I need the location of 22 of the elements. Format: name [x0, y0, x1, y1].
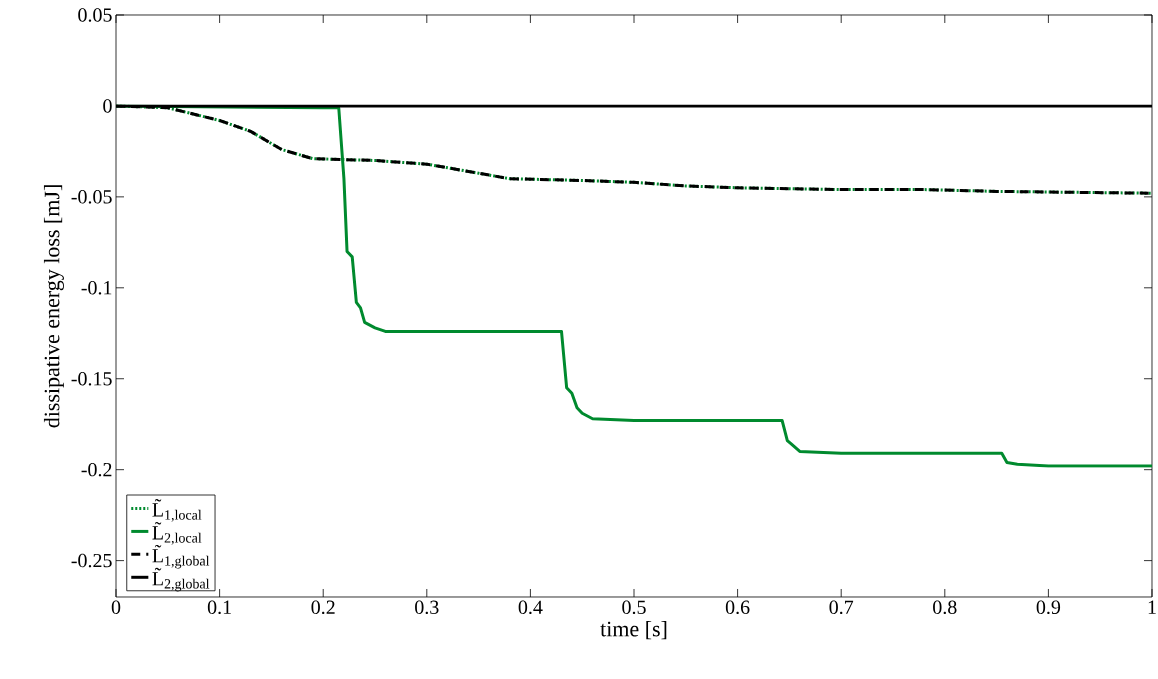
y-tick-label: -0.05	[71, 190, 112, 204]
y-tick-label: 0	[103, 99, 112, 113]
y-axis-title: dissipative energy loss [mJ]	[43, 185, 64, 428]
x-tick-label: 1	[1148, 600, 1156, 614]
x-tick-label: 0.2	[311, 600, 335, 615]
x-tick-label: 0.6	[725, 600, 750, 615]
y-tick-label: -0.2	[81, 462, 112, 477]
x-tick-label: 0.8	[933, 600, 957, 615]
x-tick-label: 0.1	[207, 600, 231, 615]
legend-label: L̃$_{1,local}$	[152, 499, 202, 522]
y-tick-label: -0.25	[71, 553, 112, 568]
legend-label: L̃$_{1,global}$	[152, 544, 210, 569]
legend-label: L̃$_{2,local}$	[152, 521, 202, 545]
y-tick-label: -0.1	[81, 281, 112, 295]
x-tick-label: 0.4	[518, 600, 543, 615]
x-tick-label: 0.5	[622, 600, 646, 615]
y-tick-label: -0.15	[71, 371, 112, 386]
x-tick-label: 0.9	[1036, 600, 1061, 615]
x-axis-title: time [s]	[600, 620, 667, 640]
x-tick-label: 0.7	[829, 600, 854, 615]
x-tick-label: 0.3	[415, 600, 439, 615]
y-tick-label: 0.05	[78, 8, 112, 22]
